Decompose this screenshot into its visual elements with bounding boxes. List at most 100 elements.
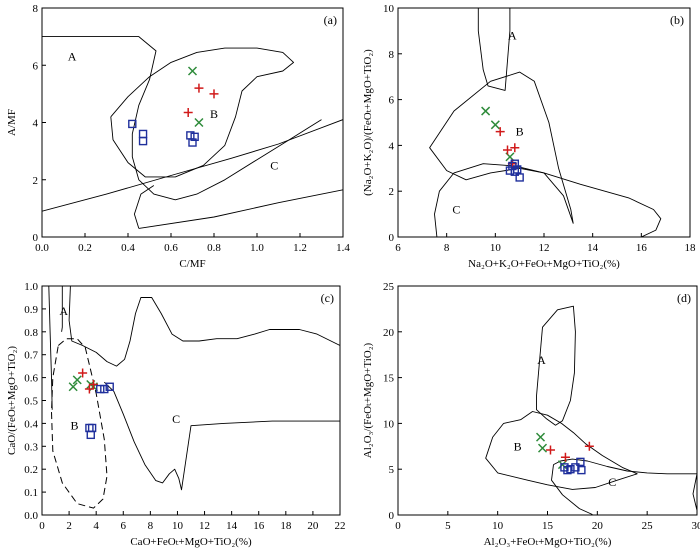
marker-square-d	[566, 465, 575, 474]
y-axis-label-c: CaO/(FeOₜ+MgO+TiO₂)	[6, 346, 18, 455]
dashed-field-c	[50, 338, 108, 509]
y-tick-label-c: 0.3	[24, 441, 38, 453]
x-tick-label-d: 30	[692, 520, 700, 532]
marker-square-a	[190, 132, 199, 142]
x-tick-label-b: 16	[636, 242, 648, 254]
x-tick-label-b: 10	[490, 242, 502, 254]
y-tick-label-a: 6	[33, 60, 39, 72]
field-boundary-d	[551, 464, 593, 515]
y-tick-label-d: 5	[389, 464, 395, 476]
panel-label-c: (c)	[321, 291, 334, 305]
x-tick-label-a: 0.0	[35, 242, 49, 254]
y-tick-label-d: 10	[383, 418, 395, 430]
field-boundary-d	[536, 305, 576, 426]
field-boundary-a	[42, 36, 322, 201]
marker-square-b	[513, 165, 522, 174]
zone-label-c: C	[172, 412, 180, 426]
x-tick-label-d: 25	[642, 520, 654, 532]
x-tick-label-a: 0.8	[207, 242, 221, 254]
x-tick-label-b: 8	[444, 242, 450, 254]
field-boundary-a	[42, 119, 343, 212]
x-tick-label-a: 0.2	[78, 242, 92, 254]
x-tick-label-c: 14	[226, 520, 238, 532]
marker-plus-a	[183, 107, 193, 117]
field-boundary-a	[138, 189, 343, 229]
y-tick-label-c: 0.1	[24, 487, 38, 499]
marker-square-a	[138, 129, 148, 139]
marker-square-b	[515, 173, 524, 182]
x-tick-label-c: 2	[66, 520, 72, 532]
x-tick-label-a: 0.4	[121, 242, 135, 254]
y-tick-label-a: 4	[33, 118, 39, 130]
field-boundaries-c	[48, 286, 340, 509]
y-tick-label-a: 2	[33, 175, 39, 187]
x-tick-label-a: 1.0	[250, 242, 264, 254]
marker-plus-b	[510, 143, 520, 153]
y-tick-label-c: 0.8	[24, 327, 38, 339]
marker-square-d	[577, 465, 586, 475]
y-tick-label-c: 0.5	[24, 396, 38, 408]
marker-plus-d	[584, 441, 594, 451]
marker-plus-c	[78, 368, 88, 378]
panel-label-b: (b)	[670, 13, 684, 27]
marker-square-a	[138, 136, 148, 146]
y-tick-label-a: 8	[33, 3, 39, 15]
field-boundary-d	[485, 411, 638, 490]
marker-cross-a	[187, 66, 198, 76]
field-boundary-b	[477, 8, 511, 91]
y-tick-label-b: 0	[389, 232, 395, 244]
marker-cross-b	[490, 120, 500, 130]
zone-label-c: B	[71, 419, 79, 433]
zone-label-b: B	[516, 125, 524, 139]
plot-frame-b	[397, 7, 691, 238]
marker-square-d	[571, 463, 580, 472]
marker-square-c	[87, 423, 97, 433]
zone-label-b: C	[452, 203, 460, 217]
y-tick-label-c: 0.7	[24, 350, 38, 362]
x-tick-label-a: 1.4	[336, 242, 350, 254]
x-axis-label-c: CaO+FeOₜ+MgO+TiO₂(%)	[130, 536, 252, 548]
plot-frame-a	[41, 7, 344, 238]
field-boundary-c	[68, 286, 340, 367]
field-boundary-d	[553, 458, 697, 475]
marker-plus-b	[495, 127, 505, 137]
zone-label-c: A	[59, 304, 68, 318]
y-tick-label-d: 20	[383, 327, 395, 339]
field-boundary-b	[429, 71, 574, 224]
x-tick-label-c: 8	[148, 520, 154, 532]
zone-label-a: B	[210, 107, 218, 121]
x-tick-label-c: 0	[39, 520, 45, 532]
y-tick-label-c: 0.6	[24, 373, 38, 385]
x-axis-label-d: Al₂O₃+FeOₜ+MgO+TiO₂(%)	[484, 536, 612, 548]
zone-label-d: B	[514, 439, 522, 453]
zone-label-a: A	[68, 50, 77, 64]
field-boundaries-d	[485, 305, 697, 515]
y-tick-label-a: 0	[33, 232, 39, 244]
marker-square-b	[510, 167, 519, 176]
x-tick-label-d: 10	[492, 520, 504, 532]
zone-label-a: C	[270, 158, 278, 172]
marker-square-c	[86, 430, 95, 440]
x-tick-label-c: 10	[172, 520, 184, 532]
field-boundary-b	[434, 163, 662, 237]
marker-plus-a	[209, 89, 219, 99]
y-tick-label-d: 25	[383, 281, 395, 293]
x-tick-label-c: 6	[121, 520, 127, 532]
x-tick-label-b: 12	[539, 242, 550, 254]
marker-cross-b	[481, 106, 491, 116]
y-tick-label-b: 8	[389, 49, 395, 61]
x-tick-label-a: 0.6	[164, 242, 178, 254]
field-boundary-c	[103, 381, 340, 491]
y-tick-label-b: 10	[383, 3, 395, 15]
x-axis-label-b: Na₂O+K₂O+FeOₜ+MgO+TiO₂(%)	[468, 258, 620, 270]
plot-frame-d	[397, 285, 698, 516]
x-tick-label-c: 20	[307, 520, 319, 532]
zone-label-b: A	[508, 28, 517, 42]
marker-cross-c	[68, 382, 78, 392]
y-tick-label-b: 2	[389, 186, 395, 198]
field-boundary-a	[133, 185, 155, 229]
x-axis-label-a: C/MF	[179, 258, 205, 270]
marker-square-d	[576, 457, 585, 467]
marker-square-c	[105, 382, 114, 391]
